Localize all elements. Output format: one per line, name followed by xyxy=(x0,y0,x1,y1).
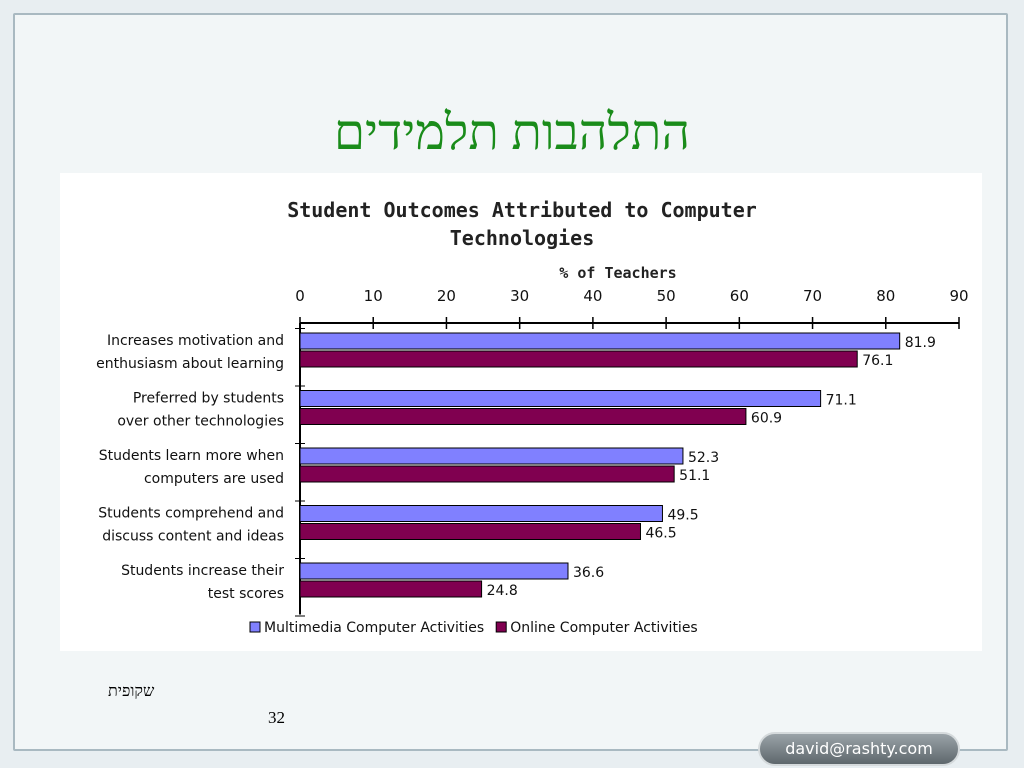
bar xyxy=(299,332,901,350)
bar xyxy=(299,505,663,522)
category-label: discuss content and ideas xyxy=(102,529,284,545)
x-tick-label: 70 xyxy=(803,287,822,305)
data-label: 46.5 xyxy=(645,526,676,542)
x-tick-label: 20 xyxy=(437,287,456,305)
bar-chart: Student Outcomes Attributed to Computer … xyxy=(96,198,968,636)
chart-panel: Student Outcomes Attributed to Computer … xyxy=(60,173,982,651)
category-label: computers are used xyxy=(144,471,284,487)
bar xyxy=(299,408,747,425)
category-label: Increases motivation and xyxy=(107,333,284,349)
x-tick-label: 80 xyxy=(876,287,895,305)
category-label: test scores xyxy=(208,586,284,602)
bar xyxy=(299,447,684,465)
legend-label: Multimedia Computer Activities xyxy=(264,620,484,636)
x-tick-label: 0 xyxy=(295,287,305,305)
email-badge[interactable]: david@rashty.com xyxy=(758,732,960,766)
data-label: 24.8 xyxy=(487,583,518,599)
x-tick-label: 10 xyxy=(364,287,383,305)
legend-label: Online Computer Activities xyxy=(510,620,698,636)
bar xyxy=(299,390,822,407)
data-label: 76.1 xyxy=(862,353,893,369)
category-label: enthusiasm about learning xyxy=(96,356,284,372)
data-label: 36.6 xyxy=(573,565,604,581)
bar xyxy=(299,465,675,483)
legend-swatch xyxy=(249,621,261,633)
data-label: 49.5 xyxy=(667,508,698,524)
data-label: 52.3 xyxy=(688,450,719,466)
category-label: Students increase their xyxy=(121,563,284,579)
category-label: Students comprehend and xyxy=(98,506,284,522)
slide-title: התלהבות תלמידים xyxy=(333,104,691,160)
x-tick-label: 30 xyxy=(510,287,529,305)
bar xyxy=(299,580,483,598)
x-axis-label: % of Teachers xyxy=(559,264,676,282)
page-number: 32 xyxy=(268,708,285,727)
x-tick-label: 40 xyxy=(583,287,602,305)
data-label: 71.1 xyxy=(826,393,857,409)
data-label: 81.9 xyxy=(905,335,936,351)
category-label: Students learn more when xyxy=(99,448,284,464)
category-label: over other technologies xyxy=(117,414,284,430)
chart-title-line-2: Technologies xyxy=(450,226,595,250)
data-label: 51.1 xyxy=(679,468,710,484)
legend-swatch xyxy=(495,621,507,633)
x-tick-label: 90 xyxy=(949,287,968,305)
slide-caption: שקופית xyxy=(108,683,155,700)
bar xyxy=(299,562,569,580)
data-label: 60.9 xyxy=(751,411,782,427)
chart-title: Student Outcomes Attributed to Computer xyxy=(287,198,757,222)
category-label: Preferred by students xyxy=(133,391,284,407)
x-tick-label: 50 xyxy=(657,287,676,305)
bar xyxy=(299,523,641,540)
bar xyxy=(299,350,858,368)
x-tick-label: 60 xyxy=(730,287,749,305)
